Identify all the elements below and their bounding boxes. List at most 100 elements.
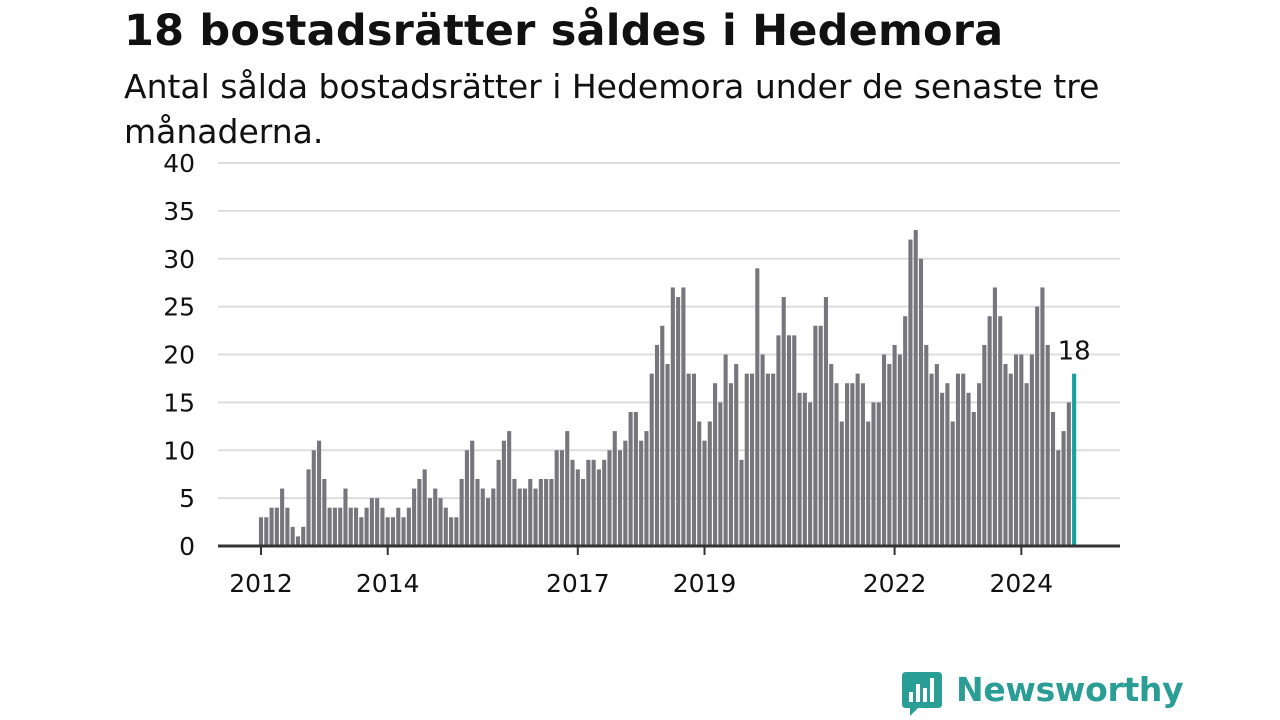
bar — [644, 431, 649, 546]
bar — [512, 478, 517, 546]
bar — [1024, 383, 1029, 546]
bar — [702, 440, 707, 546]
bar — [744, 373, 749, 546]
bar — [718, 402, 723, 547]
y-tick-label: 10 — [163, 436, 195, 465]
bar — [955, 373, 961, 546]
bar — [950, 421, 955, 546]
bar — [808, 402, 813, 547]
bar — [274, 507, 279, 546]
y-tick-label: 20 — [163, 341, 195, 370]
bar — [581, 478, 586, 546]
bar — [412, 488, 417, 546]
bar — [538, 478, 543, 546]
brand-name: Newsworthy — [956, 670, 1184, 709]
bar — [449, 517, 454, 546]
bar — [707, 421, 712, 546]
bar — [982, 344, 987, 546]
bar — [343, 488, 348, 546]
bar — [697, 421, 702, 546]
bar — [565, 431, 570, 546]
bar — [945, 383, 950, 546]
bar — [406, 507, 411, 546]
y-tick-label: 35 — [163, 197, 195, 226]
bar — [1066, 402, 1071, 547]
chart-title: 18 bostadsrätter såldes i Hedemora — [124, 6, 1004, 56]
y-tick-label: 15 — [163, 388, 195, 417]
x-tick-label: 2014 — [356, 569, 420, 598]
bar — [475, 478, 480, 546]
bar — [417, 478, 422, 546]
bar — [485, 498, 491, 547]
chart-subtitle: Antal sålda bostadsrätter i Hedemora und… — [124, 67, 1100, 151]
bar — [786, 335, 792, 546]
bar — [934, 364, 939, 546]
bar — [850, 383, 855, 546]
bar — [903, 316, 908, 546]
bar — [829, 364, 834, 546]
bar — [897, 354, 902, 546]
bar — [929, 373, 934, 546]
bar — [1040, 287, 1045, 546]
bar — [1029, 354, 1034, 546]
bar — [691, 373, 697, 546]
bar — [771, 373, 776, 546]
bar-chart: 0 5 10 15 20 25 30 35 40 2012 2014 2017 2019 2022 202… — [163, 149, 1120, 598]
bar — [295, 536, 301, 546]
bar — [301, 526, 306, 546]
bar — [290, 526, 295, 546]
last-value-label: 18 — [1058, 337, 1091, 367]
bar — [633, 411, 638, 546]
bar — [966, 392, 971, 546]
y-tick-label: 0 — [179, 532, 195, 561]
bar — [380, 507, 385, 546]
bar — [264, 517, 269, 546]
bar — [470, 440, 475, 546]
bar — [845, 383, 850, 546]
y-tick-label: 40 — [163, 149, 195, 178]
bar — [940, 392, 945, 546]
bar — [834, 383, 839, 546]
bar — [385, 517, 390, 546]
bar — [422, 469, 427, 546]
bar — [734, 364, 739, 546]
newsworthy-logo: Newsworthy — [900, 668, 1184, 720]
bar — [977, 383, 982, 546]
bar — [375, 498, 380, 547]
bar — [517, 488, 522, 546]
bar — [359, 517, 364, 546]
bar — [792, 335, 797, 546]
y-tick-label: 30 — [163, 245, 195, 274]
bar — [591, 459, 596, 546]
bar — [501, 440, 506, 546]
bar — [739, 459, 744, 546]
bar — [602, 459, 607, 546]
bar — [327, 507, 332, 546]
bar — [549, 478, 554, 546]
bar-highlight — [1072, 373, 1077, 546]
bar — [1003, 364, 1008, 546]
bar — [802, 392, 807, 546]
bar — [649, 373, 654, 546]
bar — [607, 450, 612, 546]
bar — [992, 287, 997, 546]
bar — [871, 402, 876, 547]
bar — [728, 383, 733, 546]
bar — [454, 517, 459, 546]
bar — [612, 431, 617, 546]
bar — [533, 488, 538, 546]
bar — [681, 287, 686, 546]
bar — [522, 488, 528, 546]
bar — [570, 459, 575, 546]
bar — [765, 373, 770, 546]
bar — [332, 507, 337, 546]
bar — [918, 258, 924, 546]
bar — [396, 507, 401, 546]
bar — [1056, 450, 1061, 546]
bar — [390, 517, 396, 546]
bar — [443, 507, 448, 546]
bar — [427, 498, 433, 547]
bar — [670, 287, 675, 546]
bar — [998, 316, 1003, 546]
bar — [876, 402, 881, 547]
